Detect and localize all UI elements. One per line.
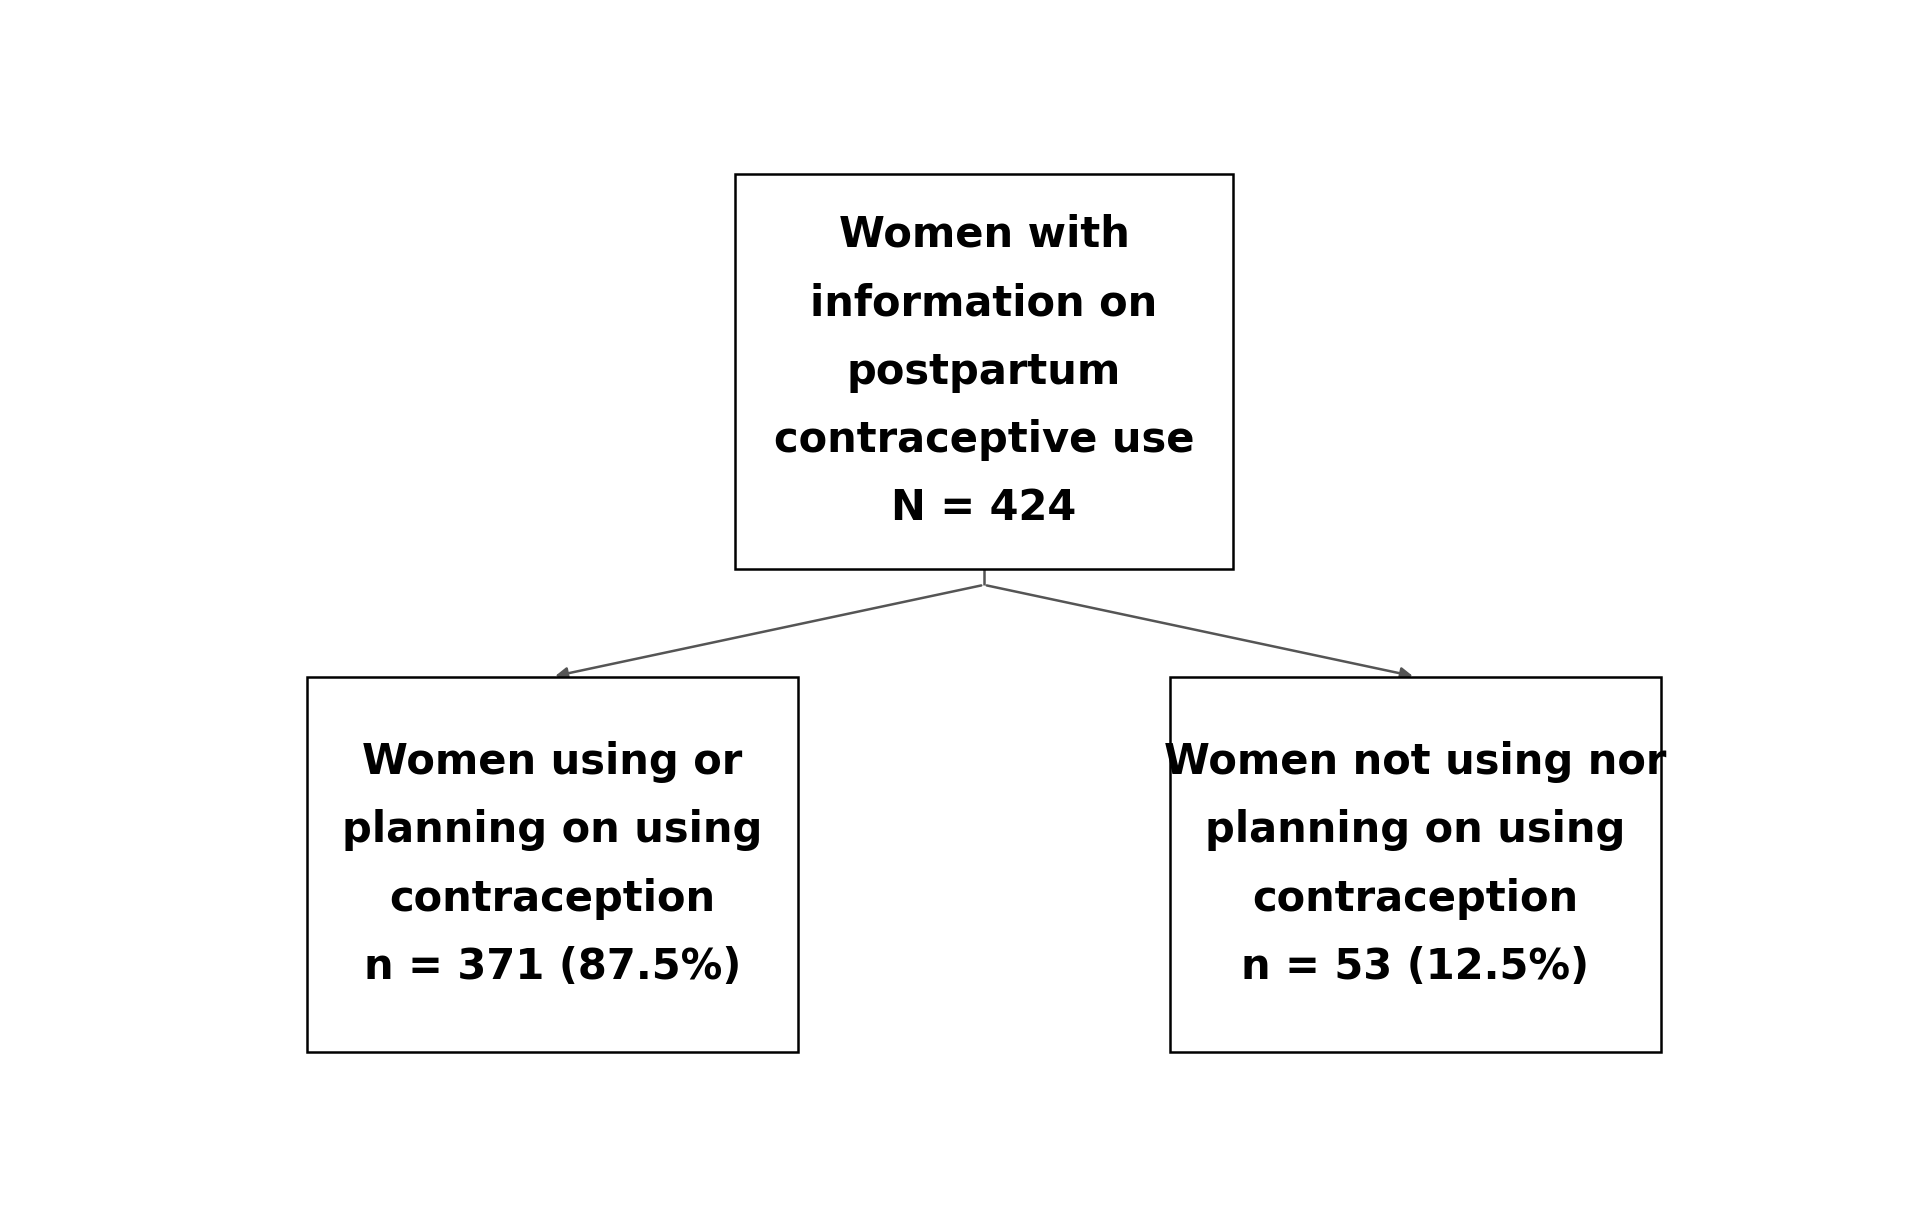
Text: Women with
information on
postpartum
contraceptive use
N = 424: Women with information on postpartum con…	[774, 213, 1194, 529]
Text: Women not using nor
planning on using
contraception
n = 53 (12.5%): Women not using nor planning on using co…	[1164, 741, 1667, 987]
FancyBboxPatch shape	[307, 677, 799, 1052]
FancyBboxPatch shape	[1169, 677, 1661, 1052]
FancyBboxPatch shape	[735, 174, 1233, 568]
Text: Women using or
planning on using
contraception
n = 371 (87.5%): Women using or planning on using contrac…	[342, 741, 762, 987]
